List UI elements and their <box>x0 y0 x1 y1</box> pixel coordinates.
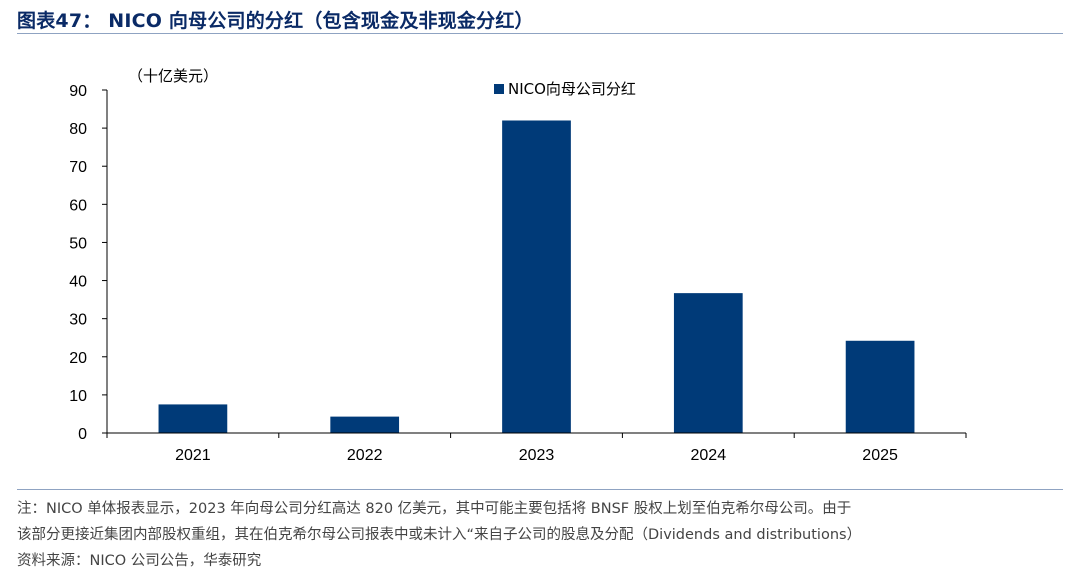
figure-title: 图表47： NICO 向母公司的分红（包含现金及非现金分红） <box>17 10 534 32</box>
bar-2023 <box>502 120 571 433</box>
legend-label: NICO向母公司分红 <box>508 80 636 98</box>
y-tick-label: 70 <box>69 159 87 176</box>
bar-2022 <box>330 416 400 433</box>
y-tick-label: 0 <box>78 426 87 443</box>
note-line-2: 该部分更接近集团内部股权重组，其在伯克希尔母公司报表中或未计入“来自子公司的股息… <box>17 527 862 543</box>
title-divider <box>17 33 1063 34</box>
legend: NICO向母公司分红 <box>494 80 636 98</box>
x-tick-label: 2024 <box>691 447 727 464</box>
x-axis: 2021 2022 2023 2024 2025 <box>106 432 967 464</box>
bar-2021 <box>158 404 228 433</box>
x-tick-label: 2021 <box>175 447 211 464</box>
y-tick-label: 20 <box>69 350 87 367</box>
y-axis: 0 10 20 30 40 50 60 70 80 90 <box>69 83 108 443</box>
bar-2024 <box>673 293 743 433</box>
x-tick-label: 2023 <box>519 447 555 464</box>
legend-swatch <box>494 84 504 94</box>
bar-2025 <box>845 340 915 433</box>
y-tick-label: 80 <box>69 121 87 138</box>
y-tick-label: 90 <box>69 83 87 100</box>
footer-divider <box>17 489 1063 490</box>
y-tick-label: 30 <box>69 312 87 329</box>
bars <box>158 120 915 433</box>
source-note: 资料来源：NICO 公司公告，华泰研究 <box>17 553 262 569</box>
y-unit-label: （十亿美元） <box>128 67 218 85</box>
y-tick-label: 60 <box>69 197 87 214</box>
bar-chart-svg: （十亿美元） NICO向母公司分红 0 10 20 30 40 50 60 70 80 90 20… <box>69 67 967 464</box>
x-tick-label: 2025 <box>862 447 898 464</box>
y-tick-label: 10 <box>69 388 87 405</box>
x-tick-label: 2022 <box>347 447 383 464</box>
note-line-1: 注：NICO 单体报表显示，2023 年向母公司分红高达 820 亿美元，其中可… <box>17 501 852 517</box>
bar-chart: （十亿美元） NICO向母公司分红 0 10 20 30 40 50 60 70 80 90 20… <box>0 40 1080 480</box>
y-tick-label: 40 <box>69 274 87 291</box>
y-tick-label: 50 <box>69 235 87 252</box>
